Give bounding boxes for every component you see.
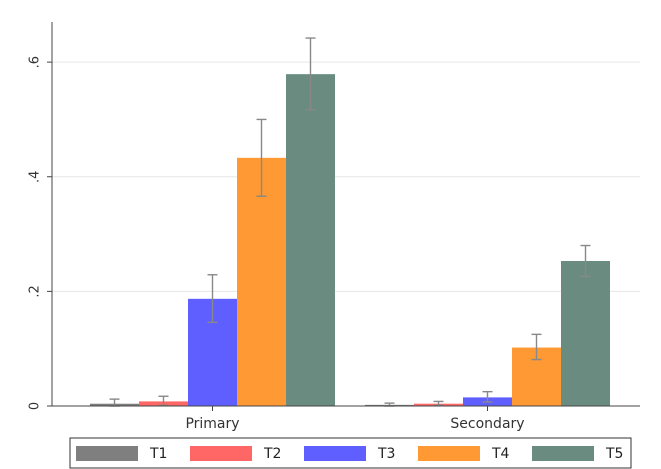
grid-lines	[52, 61, 640, 292]
legend-item-t5: T5	[532, 446, 623, 462]
y-tick-label: 0	[28, 402, 43, 410]
legend: T1 T2 T3 T4 T5	[69, 437, 632, 469]
error-bar	[433, 400, 444, 407]
x-category-label: Primary	[185, 416, 239, 432]
legend-item-t1: T1	[76, 446, 167, 462]
legend-label: T3	[377, 446, 395, 462]
error-bar	[256, 118, 267, 197]
y-axis-ticks: 0 .2 .4 .6	[28, 56, 52, 410]
bar-t5-secondary	[561, 260, 610, 406]
error-bar	[305, 37, 316, 111]
error-bar	[158, 395, 169, 407]
y-tick-label: .4	[28, 171, 43, 183]
error-bar	[580, 244, 591, 278]
bars	[90, 74, 610, 407]
legend-swatch	[532, 446, 594, 461]
y-tick-label: .2	[28, 285, 43, 297]
error-bar	[207, 274, 218, 324]
error-bars	[109, 37, 591, 407]
x-axis-categories: Primary Secondary	[185, 406, 525, 432]
bar-t4-primary	[237, 157, 286, 406]
legend-label: T4	[491, 446, 510, 462]
legend-label: T5	[605, 446, 623, 462]
legend-swatch	[76, 446, 138, 461]
x-category-label: Secondary	[450, 416, 524, 432]
error-bar	[531, 333, 542, 361]
bar-t5-primary	[286, 74, 335, 407]
y-tick-label: .6	[28, 56, 43, 68]
legend-item-t4: T4	[418, 446, 510, 462]
legend-label: T1	[149, 446, 167, 462]
error-bar	[482, 390, 493, 403]
legend-item-t3: T3	[304, 446, 395, 462]
legend-label: T2	[263, 446, 281, 462]
legend-swatch	[190, 446, 252, 461]
legend-item-t2: T2	[190, 446, 281, 462]
legend-swatch	[304, 446, 366, 461]
legend-swatch	[418, 446, 480, 461]
